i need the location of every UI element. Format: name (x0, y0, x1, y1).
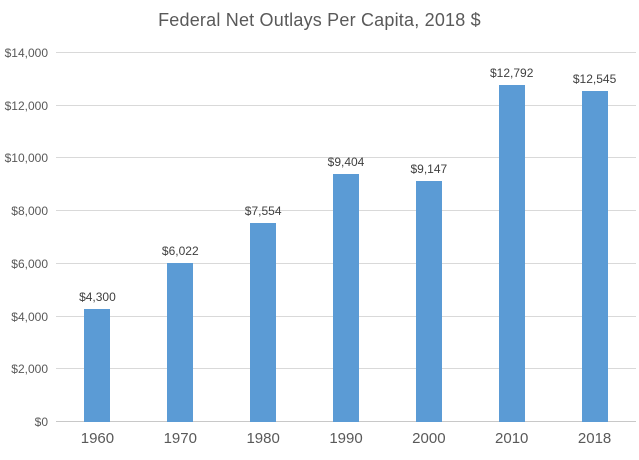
bar-2010 (498, 84, 525, 422)
x-tick-label-2018: 2018 (577, 430, 612, 447)
bar-value-label-2000: $9,147 (410, 161, 448, 176)
y-tick-label: $0 (34, 415, 48, 429)
y-tick-label: $4,000 (11, 309, 48, 324)
gridline (56, 104, 636, 106)
x-tick-label-1970: 1970 (163, 430, 197, 447)
x-tick-label-1960: 1960 (80, 430, 115, 447)
bar-2018 (581, 91, 608, 422)
bar-1960 (84, 308, 111, 422)
bar-2000 (415, 180, 442, 422)
y-axis: $0 $2,000 $4,000 $6,000 $8,000 $10,000 $12,000… (0, 46, 48, 429)
gridline (56, 52, 636, 53)
gridline (56, 157, 636, 159)
bar-value-label-1990: $9,404 (327, 155, 365, 170)
y-tick-label: $14,000 (4, 46, 48, 60)
plot-area: $4,300 $6,022 $7,554 $9,404 $9,147 $12,792 $12… (56, 52, 636, 422)
chart-title: Federal Net Outlays Per Capita, 2018 $ (158, 10, 481, 30)
x-axis: 1960 1970 1980 1990 2000 2010 2018 (56, 430, 636, 447)
bar-1980 (250, 222, 277, 422)
bar-value-label-1970: $6,022 (161, 244, 199, 259)
y-tick-label: $10,000 (4, 151, 48, 166)
x-tick-label-2010: 2010 (495, 430, 529, 447)
bar-value-label-2010: $12,792 (490, 65, 534, 80)
x-tick-label-1990: 1990 (329, 430, 363, 447)
y-tick-label: $6,000 (11, 256, 48, 271)
x-tick-label-1980: 1980 (246, 430, 280, 447)
bar-1990 (333, 174, 359, 422)
bar-value-label-2018: $12,545 (572, 72, 617, 87)
y-tick-label: $12,000 (4, 98, 48, 113)
y-tick-label: $2,000 (11, 362, 48, 377)
bar-1970 (167, 263, 194, 422)
y-tick-label: $8,000 (11, 204, 48, 219)
bar-value-label-1960: $4,300 (79, 289, 116, 304)
x-tick-label-2000: 2000 (412, 430, 446, 447)
bar-value-label-1980: $7,554 (244, 203, 282, 218)
